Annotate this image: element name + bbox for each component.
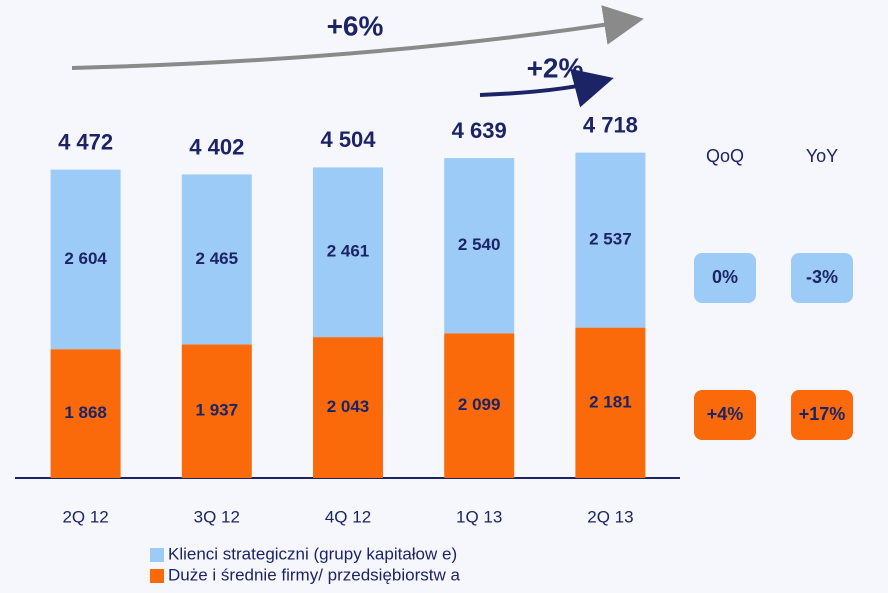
legend-swatch bbox=[150, 548, 164, 562]
bar-segment bbox=[313, 337, 383, 478]
column-header: YoY bbox=[806, 146, 838, 166]
value-label: 1 937 bbox=[196, 401, 239, 420]
total-label: 4 504 bbox=[320, 127, 376, 152]
value-label: 2 537 bbox=[589, 230, 632, 249]
change-badge bbox=[791, 390, 853, 440]
change-badge bbox=[694, 253, 756, 303]
x-tick-label: 4Q 12 bbox=[325, 507, 371, 526]
change-value: 0% bbox=[712, 267, 738, 287]
x-tick-label: 1Q 13 bbox=[456, 507, 502, 526]
trend-arrow bbox=[71, 5, 644, 70]
value-label: 2 540 bbox=[458, 235, 501, 254]
x-tick-label: 2Q 12 bbox=[62, 507, 108, 526]
value-label: 2 465 bbox=[196, 249, 239, 268]
total-label: 4 472 bbox=[58, 129, 113, 154]
trend-arrow bbox=[479, 68, 614, 108]
change-value: +4% bbox=[707, 404, 744, 424]
legend-label: Duże i średnie firmy/ przedsiębiorstw a bbox=[168, 565, 460, 584]
total-label: 4 639 bbox=[452, 118, 507, 143]
bar-segment bbox=[181, 174, 252, 345]
change-badge bbox=[694, 390, 756, 440]
change-value: -3% bbox=[806, 267, 838, 287]
change-value: +17% bbox=[799, 404, 846, 424]
total-label: 4 718 bbox=[583, 112, 638, 137]
value-label: 2 043 bbox=[327, 397, 370, 416]
value-label: 2 099 bbox=[458, 395, 501, 414]
change-badge bbox=[791, 253, 853, 303]
bar-segment bbox=[313, 167, 383, 338]
value-label: 1 868 bbox=[64, 403, 107, 422]
legend-label: Klienci strategiczni (grupy kapitałow e) bbox=[168, 544, 457, 563]
annotation: +6% bbox=[327, 10, 384, 41]
value-label: 2 181 bbox=[589, 392, 632, 411]
bar-segment bbox=[575, 327, 646, 478]
bar-segment bbox=[444, 158, 515, 334]
bar-segment bbox=[575, 152, 646, 328]
total-label: 4 402 bbox=[189, 134, 244, 159]
bar-segment bbox=[50, 349, 121, 478]
column-header: QoQ bbox=[706, 146, 744, 166]
bar-segment bbox=[444, 333, 515, 478]
bar-segment bbox=[181, 344, 252, 478]
legend-swatch bbox=[150, 569, 164, 583]
annotation: +2% bbox=[527, 52, 584, 83]
x-tick-label: 2Q 13 bbox=[587, 507, 633, 526]
x-tick-label: 3Q 12 bbox=[194, 507, 240, 526]
value-label: 2 604 bbox=[64, 249, 107, 268]
value-label: 2 461 bbox=[327, 242, 370, 261]
bar-segment bbox=[50, 169, 121, 350]
